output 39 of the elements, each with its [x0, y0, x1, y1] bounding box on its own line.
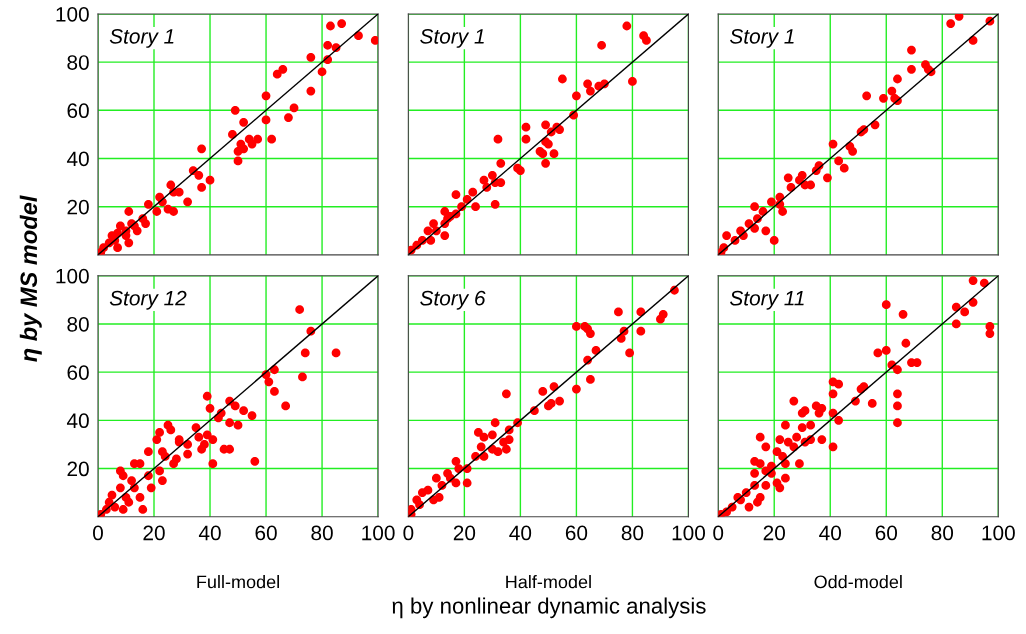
- x-axis-title: Half-model: [506, 575, 591, 589]
- y-tick-label: 80: [67, 316, 89, 332]
- x-tick-label: 60: [565, 525, 588, 541]
- y-tick-label: 100: [56, 6, 89, 22]
- y-tick-label: 60: [67, 103, 89, 119]
- x-tick-label: 80: [311, 525, 333, 541]
- x-tick-label: 0: [713, 525, 724, 541]
- x-tick-label: 60: [875, 525, 898, 541]
- y-tick-label: 40: [66, 151, 89, 167]
- y-tick-label: 20: [67, 199, 89, 215]
- y-tick-label: 100: [56, 268, 89, 284]
- text: Story 1: [420, 28, 484, 48]
- y-tick-label: 40: [66, 413, 89, 429]
- text: Story 1: [109, 28, 174, 48]
- x-tick-label: 0: [403, 525, 414, 541]
- x-tick-label: 60: [255, 525, 277, 541]
- x-tick-label: 20: [143, 525, 165, 541]
- x-tick-label: 20: [763, 525, 785, 541]
- x-tick-label: 80: [621, 525, 644, 541]
- x-tick-label: 20: [453, 525, 476, 541]
- x-tick-label: 100: [362, 525, 395, 541]
- text: η by nonlinear dynamic analysis: [392, 597, 706, 619]
- y-tick-label: 60: [67, 365, 89, 380]
- x-tick-label: 40: [819, 525, 842, 541]
- text: Story 11: [729, 290, 804, 310]
- y-tick-label: 80: [67, 55, 89, 70]
- y-tick-label: 20: [67, 461, 89, 477]
- text: Story 6: [420, 290, 486, 310]
- x-axis-title: Odd-model: [814, 575, 902, 589]
- x-tick-label: 100: [672, 525, 706, 541]
- y-axis-title: η by MS model: [19, 195, 42, 362]
- text: Story 12: [109, 290, 187, 310]
- x-tick-label: 40: [198, 525, 221, 541]
- x-tick-label: 40: [509, 525, 532, 541]
- x-tick-label: 80: [931, 525, 954, 541]
- x-axis-title: Full-model: [197, 575, 279, 589]
- text: Story 1: [729, 28, 794, 48]
- x-tick-label: 100: [982, 525, 1015, 541]
- x-tick-label: 0: [93, 525, 103, 541]
